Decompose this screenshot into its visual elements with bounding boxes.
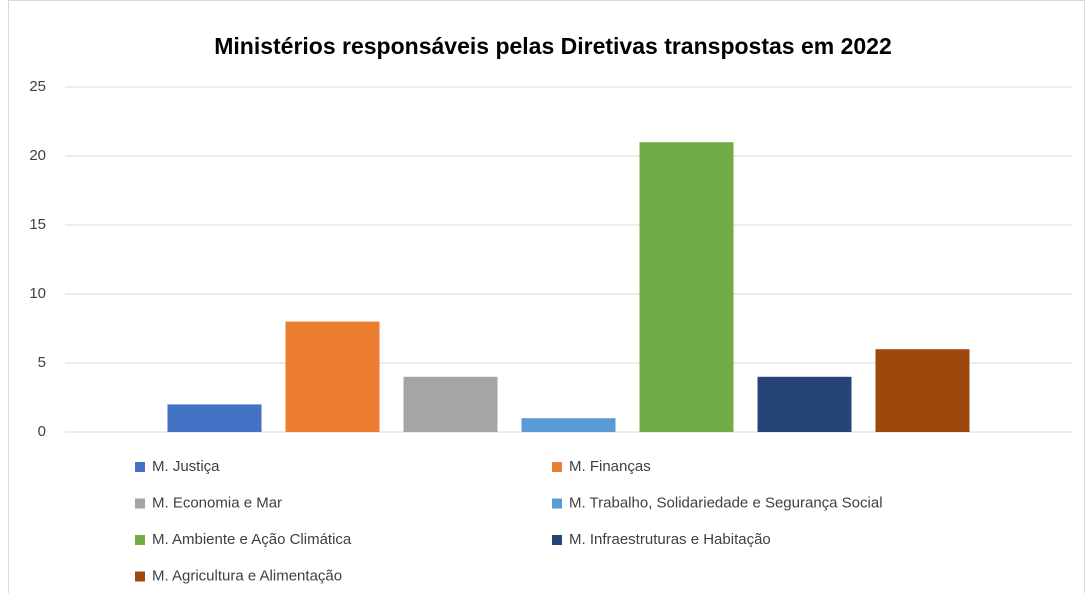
legend-swatch	[135, 535, 145, 545]
chart-title: Ministérios responsáveis pelas Diretivas…	[214, 33, 892, 59]
legend-swatch	[552, 535, 562, 545]
y-tick-label: 25	[29, 78, 46, 95]
legend-label: M. Justiça	[152, 458, 220, 475]
legend-swatch	[135, 462, 145, 472]
bar	[285, 321, 380, 432]
legend-swatch	[135, 571, 145, 582]
legend-swatch	[135, 498, 145, 509]
legend-label: M. Infraestruturas e Habitação	[569, 531, 771, 548]
chart-border	[8, 0, 1085, 593]
legend-swatch	[552, 462, 562, 472]
legend-label: M. Finanças	[569, 458, 651, 475]
bar	[403, 376, 498, 432]
legend-label: M. Agricultura e Alimentação	[152, 567, 342, 584]
bar	[167, 404, 262, 432]
bar	[875, 349, 970, 432]
legend-label: M. Trabalho, Solidariedade e Segurança S…	[569, 494, 883, 511]
bar	[757, 376, 852, 432]
bar	[639, 142, 734, 432]
legend-swatch	[552, 498, 562, 509]
legend-label: M. Ambiente e Ação Climática	[152, 531, 352, 548]
y-tick-label: 15	[29, 216, 46, 233]
y-tick-label: 10	[29, 285, 46, 302]
bar	[521, 418, 616, 432]
y-tick-label: 5	[38, 354, 46, 371]
y-tick-label: 0	[38, 423, 46, 440]
legend-label: M. Economia e Mar	[152, 494, 282, 511]
y-tick-label: 20	[29, 147, 46, 164]
